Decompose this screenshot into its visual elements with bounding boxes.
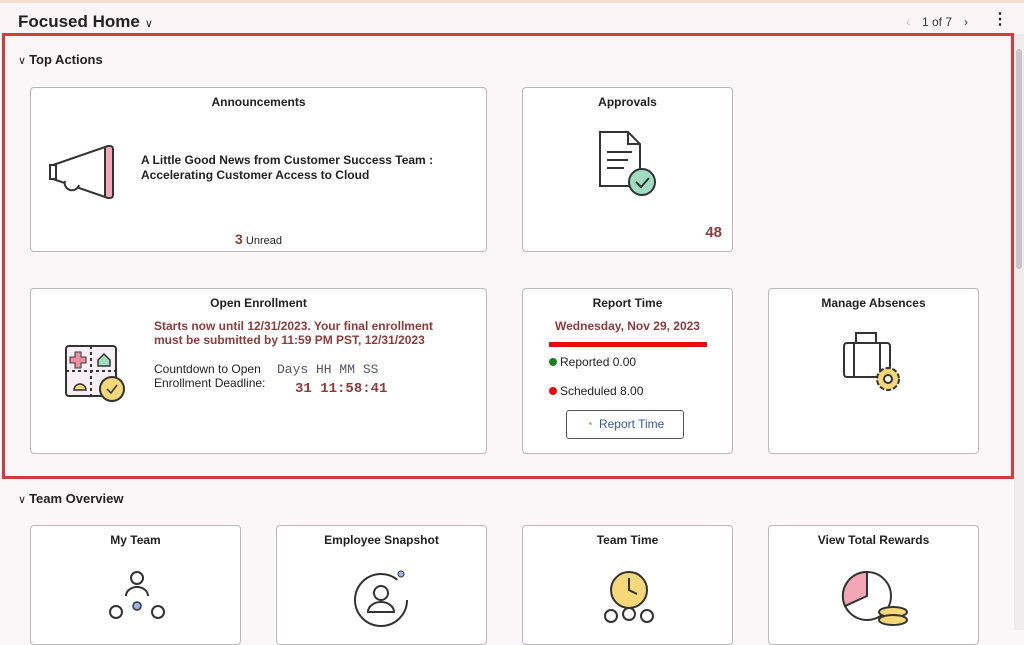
enrollment-message-line2: must be submitted by 11:59 PM PST, 12/31…: [154, 333, 425, 347]
announcements-tile[interactable]: Announcements A Little Good News from Cu…: [30, 87, 487, 252]
button-label: Report Time: [598, 417, 665, 431]
previous-page-button[interactable]: ‹: [905, 15, 910, 29]
unread-count: 3: [235, 231, 243, 247]
megaphone-icon: [49, 145, 114, 199]
scheduled-hours: Scheduled 8.00: [560, 384, 644, 398]
rewards-chart-icon: [841, 570, 908, 626]
tile-title: Manage Absences: [821, 296, 926, 310]
section-top-actions-toggle[interactable]: ∨ Top Actions: [18, 52, 103, 67]
page-title: Focused Home: [18, 12, 140, 31]
section-title: Top Actions: [29, 52, 103, 67]
employee-snapshot-tile[interactable]: Employee Snapshot: [276, 525, 487, 645]
suitcase-gear-icon: [843, 332, 900, 391]
my-team-tile[interactable]: My Team: [30, 525, 241, 645]
highlight-box: [2, 33, 1014, 479]
countdown-units: Days HH MM SS: [277, 362, 379, 377]
page-title-dropdown[interactable]: Focused Home ∨: [18, 12, 153, 32]
scheduled-dot-icon: [549, 387, 557, 395]
report-time-button[interactable]: ◔ Report Time: [566, 410, 684, 439]
pager: ‹ 1 of 7 ›: [900, 15, 974, 29]
countdown-days: 31: [295, 381, 312, 397]
chevron-down-icon: ∨: [18, 55, 27, 67]
team-time-tile[interactable]: Team Time: [522, 525, 733, 645]
page-header: Focused Home ∨ ‹ 1 of 7 › ⋮: [0, 0, 1024, 34]
clock-document-icon: ◔: [585, 417, 593, 431]
chevron-down-icon: ∨: [144, 18, 153, 30]
next-page-button[interactable]: ›: [964, 15, 968, 29]
approvals-count: 48: [705, 224, 722, 241]
countdown-time: 11:58:41: [320, 381, 388, 397]
benefits-enrollment-icon: [65, 345, 125, 402]
tile-title: Approvals: [598, 95, 657, 109]
open-enrollment-tile[interactable]: Open Enrollment Starts now until 12/31/2…: [30, 288, 487, 454]
team-icon: [109, 571, 165, 619]
time-progress-bar: [549, 342, 707, 347]
tile-title: Announcements: [211, 95, 306, 109]
tile-title: My Team: [110, 533, 161, 547]
tile-title: Report Time: [592, 296, 663, 310]
report-time-tile[interactable]: Report Time Wednesday, Nov 29, 2023 Repo…: [522, 288, 733, 454]
scrollbar[interactable]: [1014, 34, 1024, 630]
view-total-rewards-tile[interactable]: View Total Rewards: [768, 525, 979, 645]
manage-absences-tile[interactable]: Manage Absences: [768, 288, 979, 454]
approvals-tile[interactable]: Approvals 48: [522, 87, 733, 252]
unread-label: Unread: [245, 235, 282, 247]
announcement-headline-line2[interactable]: Accelerating Customer Access to Cloud: [141, 168, 370, 182]
report-date: Wednesday, Nov 29, 2023: [555, 319, 700, 333]
tile-title: Open Enrollment: [210, 296, 307, 310]
reported-hours: Reported 0.00: [560, 355, 637, 369]
more-options-icon[interactable]: ⋮: [992, 11, 1008, 28]
scrollbar-thumb[interactable]: [1016, 49, 1022, 269]
team-clock-icon: [604, 571, 654, 623]
reported-dot-icon: [549, 358, 557, 366]
employee-snapshot-icon: [354, 570, 408, 627]
countdown-label: Countdown to Open Enrollment Deadline:: [154, 362, 266, 390]
chevron-down-icon: ∨: [18, 494, 27, 506]
section-title: Team Overview: [29, 491, 124, 506]
section-team-overview-toggle[interactable]: ∨ Team Overview: [18, 491, 123, 506]
announcement-headline[interactable]: A Little Good News from Customer Success…: [141, 153, 434, 167]
document-approved-icon: [599, 131, 656, 196]
page-indicator: 1 of 7: [921, 15, 952, 29]
tile-title: Team Time: [596, 533, 659, 547]
tile-title: Employee Snapshot: [324, 533, 439, 547]
tile-title: View Total Rewards: [817, 533, 930, 547]
enrollment-message: Starts now until 12/31/2023. Your final …: [154, 319, 433, 333]
